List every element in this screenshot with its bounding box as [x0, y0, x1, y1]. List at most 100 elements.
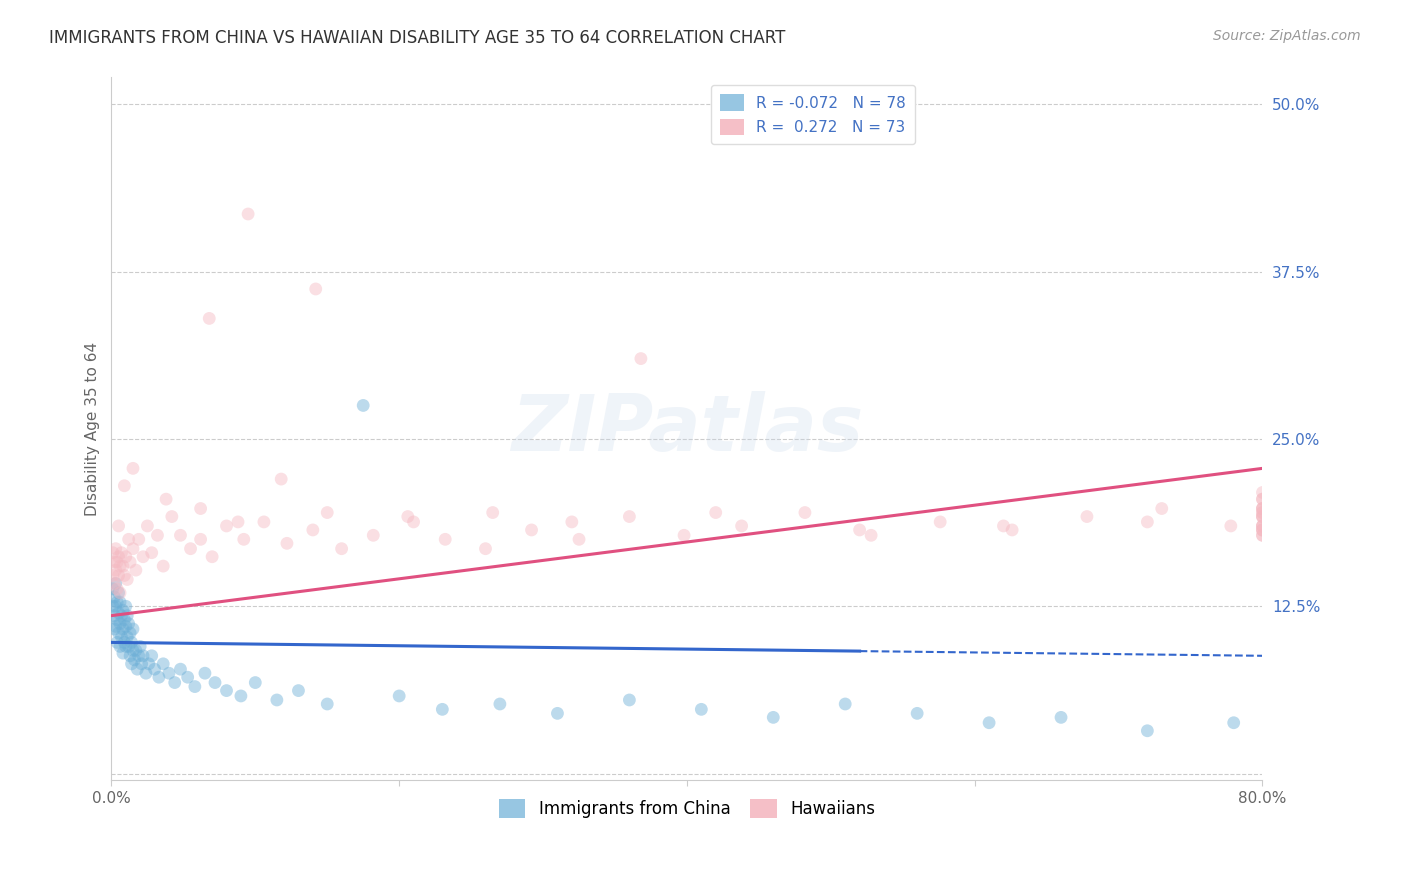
Point	[762, 710, 785, 724]
Point	[104, 563, 127, 577]
Point	[929, 515, 952, 529]
Point	[128, 648, 150, 663]
Point	[276, 536, 298, 550]
Point	[1251, 528, 1274, 542]
Point	[1251, 509, 1274, 524]
Point	[112, 635, 135, 649]
Point	[103, 608, 125, 623]
Point	[432, 702, 454, 716]
Point	[111, 646, 134, 660]
Point	[160, 509, 183, 524]
Point	[122, 643, 145, 657]
Point	[163, 675, 186, 690]
Point	[1279, 653, 1302, 667]
Point	[121, 635, 143, 649]
Legend: Immigrants from China, Hawaiians: Immigrants from China, Hawaiians	[492, 793, 882, 825]
Point	[118, 533, 141, 547]
Point	[229, 689, 252, 703]
Point	[302, 523, 325, 537]
Point	[1251, 492, 1274, 507]
Point	[118, 640, 141, 654]
Point	[122, 622, 145, 636]
Point	[108, 586, 131, 600]
Point	[169, 528, 191, 542]
Point	[128, 533, 150, 547]
Point	[138, 657, 160, 671]
Point	[993, 519, 1015, 533]
Point	[125, 643, 148, 657]
Point	[1251, 506, 1274, 520]
Point	[287, 683, 309, 698]
Point	[361, 528, 384, 542]
Point	[101, 568, 124, 582]
Point	[104, 599, 127, 614]
Point	[226, 515, 249, 529]
Point	[114, 599, 136, 614]
Point	[132, 648, 155, 663]
Point	[860, 528, 883, 542]
Point	[1251, 501, 1274, 516]
Point	[110, 608, 132, 623]
Point	[104, 576, 127, 591]
Point	[112, 479, 135, 493]
Point	[232, 533, 254, 547]
Point	[112, 568, 135, 582]
Point	[489, 697, 512, 711]
Point	[107, 519, 129, 533]
Point	[316, 506, 339, 520]
Point	[474, 541, 496, 556]
Point	[1219, 519, 1241, 533]
Text: ZIPatlas: ZIPatlas	[510, 391, 863, 467]
Point	[266, 693, 288, 707]
Point	[103, 622, 125, 636]
Y-axis label: Disability Age 35 to 64: Disability Age 35 to 64	[86, 342, 100, 516]
Text: Source: ZipAtlas.com: Source: ZipAtlas.com	[1213, 29, 1361, 43]
Point	[107, 626, 129, 640]
Point	[114, 549, 136, 564]
Point	[977, 715, 1000, 730]
Point	[104, 541, 127, 556]
Point	[125, 563, 148, 577]
Point	[190, 533, 212, 547]
Point	[1150, 501, 1173, 516]
Point	[111, 622, 134, 636]
Point	[107, 586, 129, 600]
Point	[520, 523, 543, 537]
Point	[135, 666, 157, 681]
Point	[105, 595, 128, 609]
Point	[793, 506, 815, 520]
Point	[1251, 501, 1274, 516]
Point	[834, 697, 856, 711]
Point	[108, 595, 131, 609]
Point	[146, 528, 169, 542]
Point	[112, 613, 135, 627]
Point	[1251, 519, 1274, 533]
Point	[103, 555, 125, 569]
Point	[143, 662, 166, 676]
Point	[105, 555, 128, 569]
Point	[561, 515, 583, 529]
Point	[120, 626, 142, 640]
Point	[131, 657, 153, 671]
Point	[114, 619, 136, 633]
Point	[568, 533, 591, 547]
Point	[120, 555, 142, 569]
Point	[152, 657, 174, 671]
Point	[118, 616, 141, 631]
Point	[110, 546, 132, 560]
Point	[122, 461, 145, 475]
Point	[396, 509, 419, 524]
Point	[152, 559, 174, 574]
Point	[1076, 509, 1098, 524]
Point	[730, 519, 752, 533]
Point	[1251, 485, 1274, 500]
Point	[253, 515, 276, 529]
Point	[1251, 523, 1274, 537]
Point	[184, 680, 207, 694]
Point	[148, 670, 170, 684]
Point	[201, 549, 224, 564]
Point	[115, 630, 138, 644]
Point	[169, 662, 191, 676]
Point	[245, 675, 267, 690]
Point	[198, 311, 221, 326]
